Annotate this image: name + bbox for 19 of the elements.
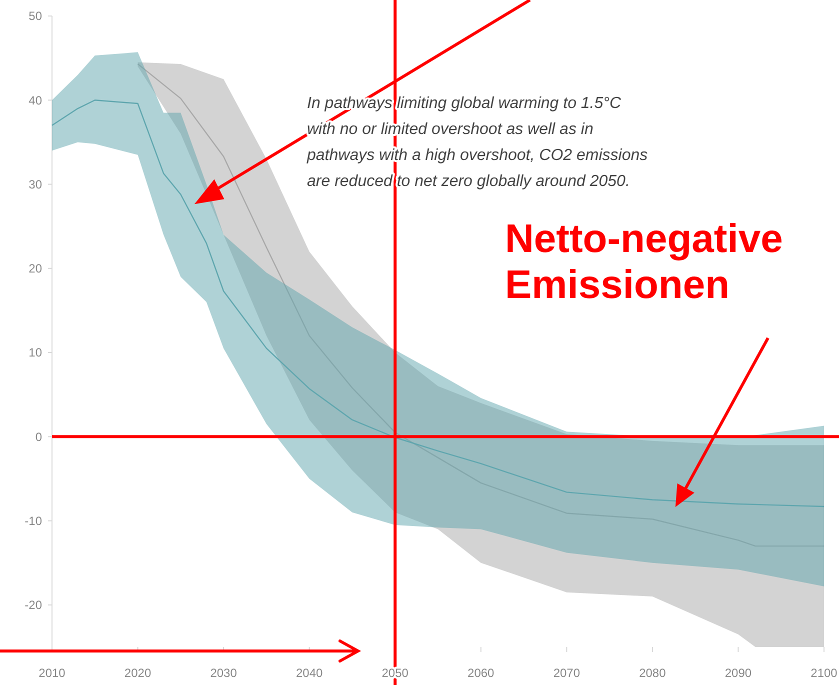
y-tick-label: 50 <box>28 9 42 24</box>
x-tick-label: 2070 <box>553 666 580 680</box>
y-tick-label: 0 <box>35 430 42 444</box>
annotation: Netto-negative Emissionen <box>505 217 783 307</box>
x-tick-label: 2040 <box>296 666 324 680</box>
line-series <box>137 63 825 547</box>
x-tick-label: 2060 <box>468 666 495 680</box>
x-tick-label: 2010 <box>38 666 66 680</box>
x-tick-label: 2100 <box>810 666 838 680</box>
y-tick-label: 20 <box>28 262 42 276</box>
y-tick-label: 30 <box>28 177 42 192</box>
x-tick-label: 2020 <box>124 666 152 680</box>
y-tick-label: -20 <box>24 598 42 612</box>
x-tick-label: 2080 <box>639 666 666 680</box>
y-tick-label: -10 <box>24 514 42 528</box>
x-tick-label: 2030 <box>210 666 238 680</box>
y-tick-label: 10 <box>28 346 42 360</box>
y-tick-label: 40 <box>28 93 42 108</box>
x-tick-label: 2090 <box>724 666 752 680</box>
